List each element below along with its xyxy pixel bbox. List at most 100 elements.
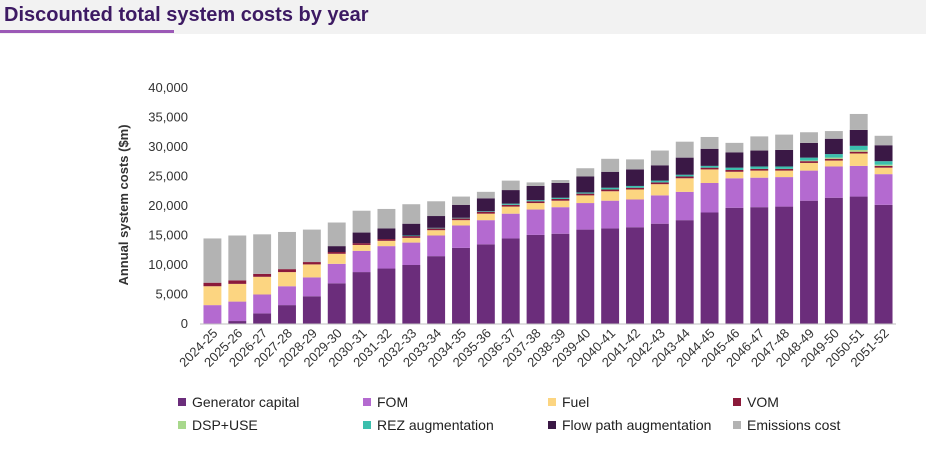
bar-segment xyxy=(352,210,371,233)
bar-segment xyxy=(551,198,570,201)
bar-segment xyxy=(377,228,396,240)
bar-segment xyxy=(775,168,794,171)
bar-segment xyxy=(576,192,595,194)
bar-segment xyxy=(526,182,545,186)
bar-segment xyxy=(327,252,346,254)
y-tick-label: 30,000 xyxy=(148,139,188,154)
bar-segment xyxy=(476,211,495,214)
bar-segment xyxy=(302,296,321,324)
bar-segment xyxy=(725,178,744,208)
bar-segment xyxy=(327,283,346,324)
bar-segment xyxy=(551,207,570,234)
bar-segment xyxy=(601,228,620,324)
bar-segment xyxy=(377,208,396,229)
bar-segment xyxy=(278,286,296,306)
bar-segment xyxy=(650,223,669,324)
bar-segment xyxy=(278,269,296,273)
bar-segment xyxy=(626,227,644,324)
bar-segment xyxy=(775,134,794,150)
bar-segment xyxy=(849,129,868,146)
legend-label: Fuel xyxy=(562,394,589,410)
bar-segment xyxy=(452,217,470,219)
bar-segment xyxy=(775,149,794,167)
bar-segment xyxy=(203,286,222,306)
bar-segment xyxy=(775,177,794,207)
bar-segment xyxy=(203,282,222,287)
bar-segment xyxy=(203,305,222,324)
bar-segment xyxy=(452,220,470,226)
bar-segment xyxy=(476,220,495,245)
bar-segment xyxy=(700,165,719,168)
bar-segment xyxy=(427,228,446,231)
bar-segment xyxy=(302,264,321,278)
bar-segment xyxy=(849,113,868,130)
bar-segment xyxy=(675,141,694,158)
bar-segment xyxy=(327,263,346,284)
bar-segment xyxy=(725,152,744,168)
bar-segment xyxy=(650,184,669,196)
bar-segment xyxy=(228,321,247,324)
bar-segment xyxy=(849,145,868,150)
bar-segment xyxy=(476,244,495,324)
bar-segment xyxy=(725,167,744,171)
bar-segment xyxy=(700,169,719,183)
bar-segment xyxy=(278,305,296,324)
bar-segment xyxy=(576,195,595,204)
bar-segment xyxy=(725,142,744,153)
bar-segment xyxy=(402,223,421,236)
y-axis-label: Annual system costs ($m) xyxy=(116,124,131,285)
bar-segment xyxy=(874,167,893,175)
bar-segment xyxy=(327,246,346,253)
bar-segment xyxy=(551,200,570,208)
legend-swatch xyxy=(548,398,556,406)
legend-label: Emissions cost xyxy=(747,417,840,433)
y-tick-label: 35,000 xyxy=(148,110,188,125)
y-tick-label: 15,000 xyxy=(148,228,188,243)
legend-label: VOM xyxy=(747,394,779,410)
bar-segment xyxy=(576,203,595,230)
bar-segment xyxy=(700,148,719,166)
bar-segment xyxy=(452,218,470,221)
bar-segment xyxy=(650,195,669,224)
bar-segment xyxy=(800,200,818,324)
bar-segment xyxy=(526,203,545,210)
bar-segment xyxy=(849,196,868,324)
bar-segment xyxy=(501,180,520,191)
y-tick-label: 20,000 xyxy=(148,198,188,213)
bar-segment xyxy=(626,159,644,170)
bar-segment xyxy=(501,190,520,204)
bar-segment xyxy=(750,150,769,167)
bar-segment xyxy=(427,256,446,324)
bar-segment xyxy=(824,160,843,167)
bar-segment xyxy=(452,196,470,205)
bar-segment xyxy=(551,197,570,199)
bar-segment xyxy=(302,262,321,265)
bar-segment xyxy=(253,234,272,274)
bar-segment xyxy=(675,191,694,221)
bar-segment xyxy=(800,132,818,143)
bar-segment xyxy=(775,166,794,169)
legend-label: Generator capital xyxy=(192,394,299,410)
bar-segment xyxy=(800,162,818,171)
bar-segment xyxy=(849,151,868,154)
legend-swatch xyxy=(178,398,186,406)
bar-segment xyxy=(228,283,247,302)
legend-swatch xyxy=(178,421,186,429)
bar-segment xyxy=(352,250,371,273)
bar-segment xyxy=(352,244,371,251)
legend-swatch xyxy=(363,398,371,406)
bar-segment xyxy=(352,243,371,245)
bar-segment xyxy=(526,200,545,202)
bar-segment xyxy=(650,165,669,181)
bar-segment xyxy=(700,182,719,213)
bar-segment xyxy=(824,157,843,159)
bar-segment xyxy=(700,167,719,170)
bar-segment xyxy=(377,240,396,247)
bar-segment xyxy=(452,204,470,218)
bar-segment xyxy=(626,187,644,190)
bar-segment xyxy=(302,277,321,297)
bar-segment xyxy=(750,136,769,151)
bar-segment xyxy=(601,187,620,190)
bar-segment xyxy=(402,265,421,324)
